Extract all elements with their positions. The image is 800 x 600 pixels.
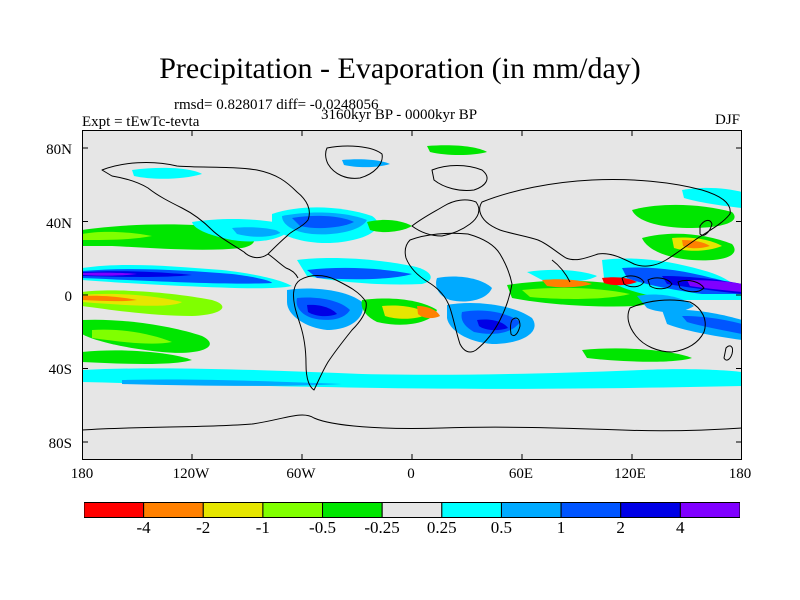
map-frame <box>82 130 742 460</box>
colorbar-swatch <box>620 502 681 518</box>
colorbar-label: 0.25 <box>426 518 457 537</box>
figure-title: Precipitation - Evaporation (in mm/day) <box>159 52 641 85</box>
experiment-label: Expt = tEwTc-tevta <box>82 114 200 130</box>
lon-tick-label: 180 <box>70 466 94 482</box>
lat-tick-label: 40N <box>46 216 72 232</box>
colorbar-swatch <box>560 502 622 518</box>
colorbar-swatch <box>679 502 740 518</box>
colorbar-label: -1 <box>255 518 270 537</box>
stats-label: rmsd= 0.828017 diff= -0.0248056 <box>174 97 379 113</box>
lon-tick-label: 120E <box>614 466 646 482</box>
lon-tick-label: 0 <box>407 466 415 482</box>
colorbar-swatch <box>381 502 443 518</box>
contour-fields <box>82 145 742 389</box>
season-label: DJF <box>714 112 740 128</box>
colorbar-label: -4 <box>136 518 151 537</box>
colorbar-label: 0.5 <box>490 518 513 537</box>
colorbar-swatch <box>500 502 562 518</box>
colorbar-label: -0.5 <box>309 518 336 537</box>
colorbar-swatch <box>84 502 145 518</box>
coastlines <box>82 145 742 432</box>
colorbar-swatch <box>202 502 264 518</box>
colorbar-label: 4 <box>676 518 685 537</box>
lon-tick-label: 60E <box>508 466 534 482</box>
colorbar-swatch <box>262 502 324 518</box>
lat-tick-label: 0 <box>64 289 73 305</box>
colorbar <box>84 502 740 518</box>
lon-tick-label: 180 <box>728 466 752 482</box>
lat-tick-label: 40S <box>48 362 72 378</box>
colorbar-label: -2 <box>196 518 211 537</box>
lon-tick-label: 60W <box>286 466 316 482</box>
lat-tick-label: 80N <box>46 142 72 158</box>
world-map <box>82 130 742 460</box>
colorbar-swatch <box>322 502 383 518</box>
colorbar-label: 2 <box>616 518 625 537</box>
colorbar-swatch <box>441 502 502 518</box>
colorbar-label: 1 <box>556 518 566 537</box>
colorbar-label: -0.25 <box>364 518 400 537</box>
period-label: 3160kyr BP - 0000kyr BP <box>321 107 478 123</box>
colorbar-swatch <box>143 502 204 518</box>
lat-tick-label: 80S <box>48 436 72 452</box>
lon-tick-label: 120W <box>172 466 210 482</box>
